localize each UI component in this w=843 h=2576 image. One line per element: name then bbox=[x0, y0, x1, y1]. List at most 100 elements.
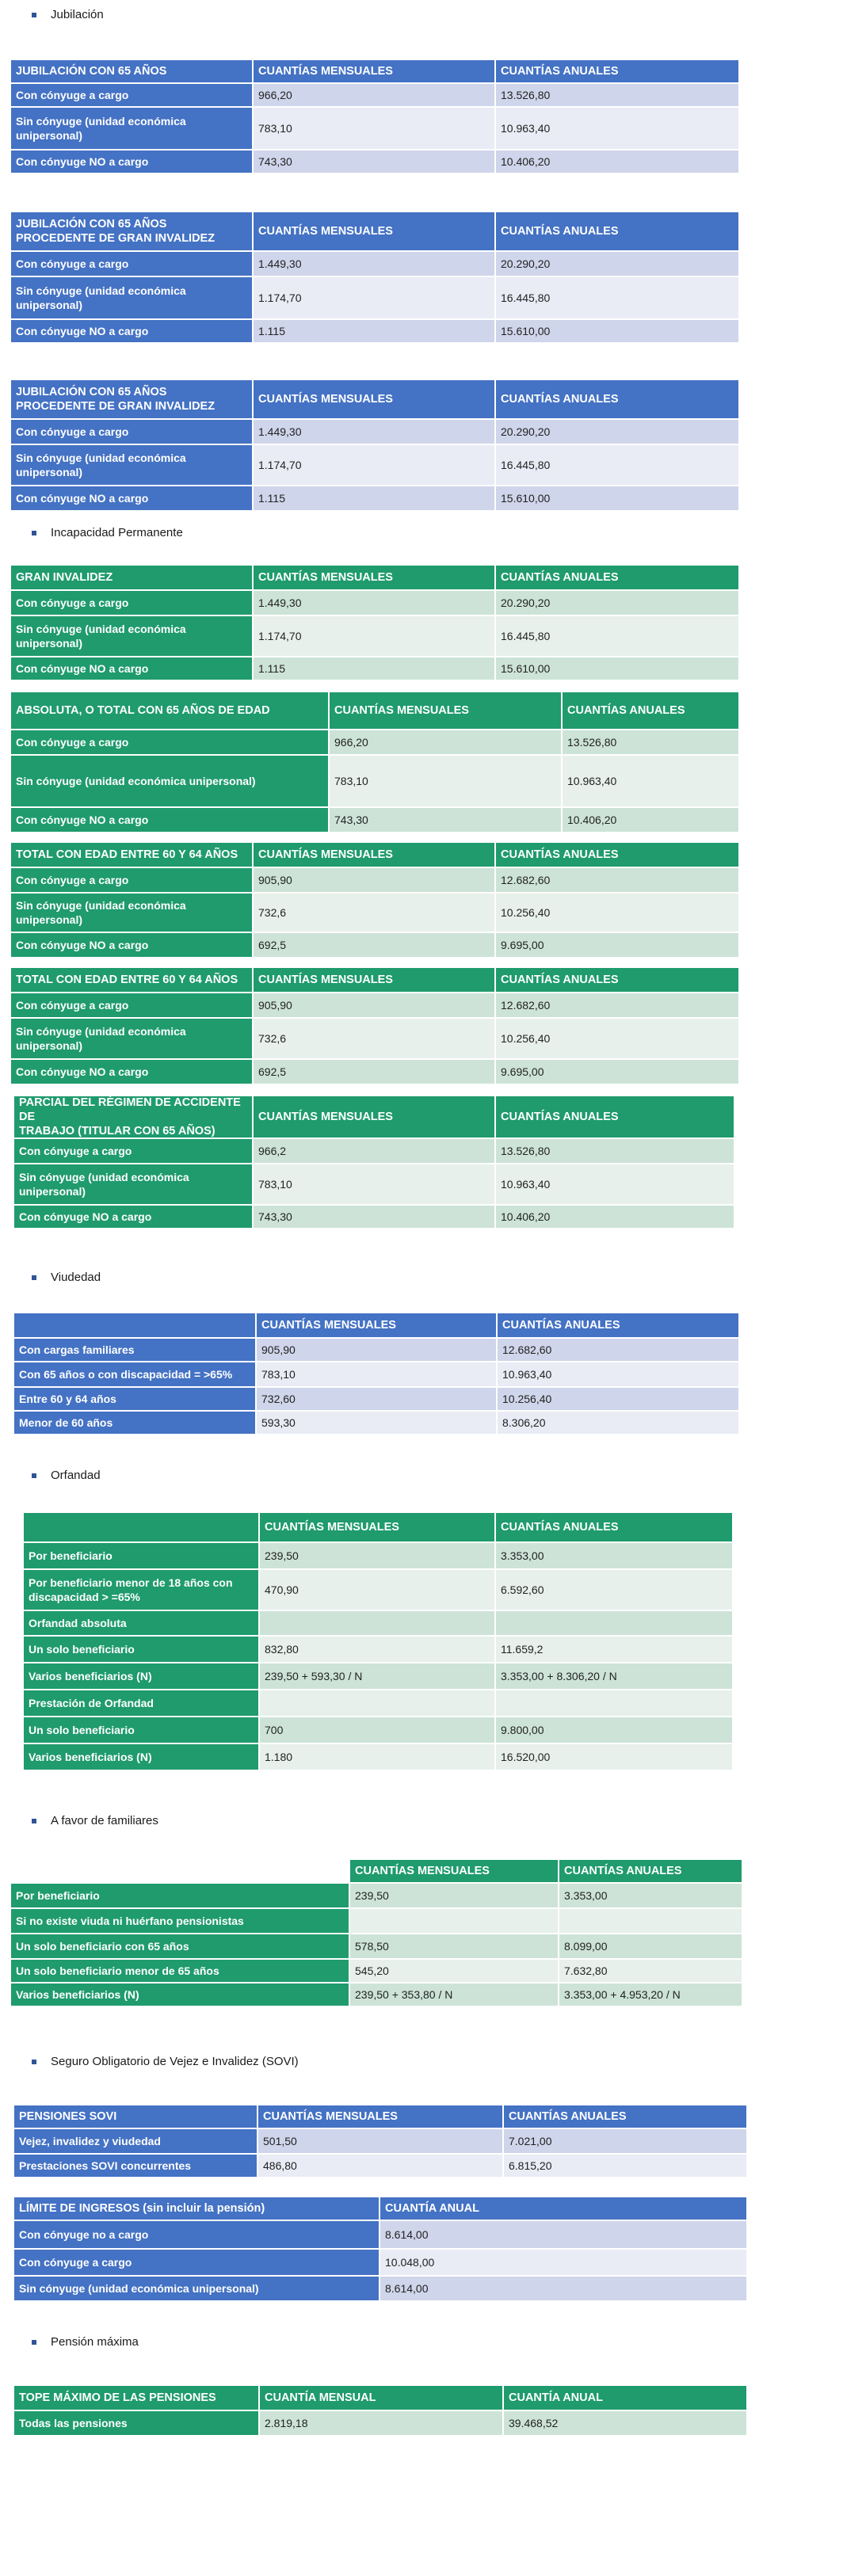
table-cell: Un solo beneficiario bbox=[24, 1717, 260, 1744]
table-cell: 10.963,40 bbox=[496, 1164, 735, 1206]
table-cell: 10.963,40 bbox=[563, 756, 740, 808]
table-cell: 486,80 bbox=[258, 2155, 504, 2178]
table-cell: Sin cónyuge (unidad económica unipersona… bbox=[11, 108, 254, 151]
table-cell: Con cargas familiares bbox=[14, 1339, 257, 1362]
table-cell: 8.614,00 bbox=[380, 2277, 748, 2302]
table-cell: 16.445,80 bbox=[496, 445, 740, 486]
table-cell: 10.256,40 bbox=[498, 1388, 740, 1412]
header-cell: CUANTÍAS MENSUALES bbox=[254, 843, 496, 868]
header-cell: CUANTÍAS MENSUALES bbox=[350, 1860, 559, 1884]
header-cell bbox=[14, 1313, 257, 1339]
table-cell bbox=[496, 1611, 734, 1637]
table-cell: 39.468,52 bbox=[504, 2411, 748, 2437]
table-cell: 7.632,80 bbox=[559, 1960, 743, 1983]
table-cell: 966,2 bbox=[254, 1139, 496, 1164]
table-cell: Orfandad absoluta bbox=[24, 1611, 260, 1637]
table-cell: 1.449,30 bbox=[254, 420, 496, 445]
table-cell: Varios beneficiarios (N) bbox=[24, 1663, 260, 1690]
table-cell: 1.115 bbox=[254, 320, 496, 344]
table-cell: Con cónyuge a cargo bbox=[11, 420, 254, 445]
table-cell: Con cónyuge a cargo bbox=[11, 730, 330, 756]
header-cell: CUANTÍAS MENSUALES bbox=[258, 2105, 504, 2129]
header-cell: CUANTÍAS MENSUALES bbox=[254, 1096, 496, 1139]
table-cell: 3.353,00 + 4.953,20 / N bbox=[559, 1983, 743, 2007]
table-cell: 239,50 + 353,80 / N bbox=[350, 1983, 559, 2007]
table-cell bbox=[260, 1611, 496, 1637]
bullet bbox=[32, 13, 36, 17]
table-cell: Si no existe viuda ni huérfano pensionis… bbox=[11, 1909, 350, 1934]
table-cell: 501,50 bbox=[258, 2129, 504, 2155]
table-cell: 905,90 bbox=[254, 993, 496, 1019]
table-cell: 10.048,00 bbox=[380, 2250, 748, 2277]
header-cell: CUANTÍAS ANUALES bbox=[496, 1096, 735, 1139]
table-cell: Con 65 años o con discapacidad = >65% bbox=[14, 1362, 257, 1388]
table-cell: Vejez, invalidez y viudedad bbox=[14, 2129, 258, 2155]
table-cell: Menor de 60 años bbox=[14, 1412, 257, 1435]
section-heading: Viudedad bbox=[51, 1271, 101, 1284]
bullet bbox=[32, 1473, 36, 1478]
table-cell: 16.445,80 bbox=[496, 277, 740, 320]
table-cell: Sin cónyuge (unidad económica unipersona… bbox=[11, 1019, 254, 1060]
section-heading: Incapacidad Permanente bbox=[51, 526, 183, 539]
table-cell: 7.021,00 bbox=[504, 2129, 748, 2155]
table-cell: Con cónyuge NO a cargo bbox=[11, 808, 330, 833]
table-cell: 13.526,80 bbox=[496, 84, 740, 108]
table-cell: Un solo beneficiario menor de 65 años bbox=[11, 1960, 350, 1983]
table-cell bbox=[260, 1690, 496, 1717]
table-cell: 10.406,20 bbox=[563, 808, 740, 833]
table-cell: 10.963,40 bbox=[498, 1362, 740, 1388]
table-cell: Sin cónyuge (unidad económica unipersona… bbox=[14, 1164, 254, 1206]
table-cell: 692,5 bbox=[254, 1060, 496, 1085]
table-cell: 470,90 bbox=[260, 1570, 496, 1611]
table-cell: 20.290,20 bbox=[496, 420, 740, 445]
table-cell: 1.449,30 bbox=[254, 252, 496, 277]
header-cell: CUANTÍAS MENSUALES bbox=[254, 566, 496, 591]
table-cell: 15.610,00 bbox=[496, 320, 740, 344]
bullet bbox=[32, 531, 36, 535]
table-cell: 1.174,70 bbox=[254, 616, 496, 657]
table-cell bbox=[559, 1909, 743, 1934]
table-cell: 783,10 bbox=[254, 1164, 496, 1206]
table-cell: 783,10 bbox=[254, 108, 496, 151]
table-cell: 16.445,80 bbox=[496, 616, 740, 657]
table-cell: Con cónyuge NO a cargo bbox=[11, 320, 254, 344]
table-cell: 783,10 bbox=[257, 1362, 498, 1388]
table-cell: 15.610,00 bbox=[496, 486, 740, 512]
header-cell: CUANTÍAS ANUALES bbox=[496, 566, 740, 591]
table-cell: 905,90 bbox=[257, 1339, 498, 1362]
table-cell: 732,60 bbox=[257, 1388, 498, 1412]
header-cell: CUANTÍA ANUAL bbox=[504, 2386, 748, 2411]
table-cell: 1.174,70 bbox=[254, 277, 496, 320]
table-cell: 743,30 bbox=[330, 808, 563, 833]
header-cell: CUANTÍAS MENSUALES bbox=[257, 1313, 498, 1339]
table-cell: 10.256,40 bbox=[496, 1019, 740, 1060]
table-cell: Un solo beneficiario bbox=[24, 1637, 260, 1663]
section-heading: Jubilación bbox=[51, 8, 104, 21]
table-cell: 10.256,40 bbox=[496, 894, 740, 933]
table-cell: 15.610,00 bbox=[496, 657, 740, 681]
table-cell: Con cónyuge NO a cargo bbox=[11, 933, 254, 958]
bullet bbox=[32, 2060, 36, 2064]
header-cell: CUANTÍAS ANUALES bbox=[559, 1860, 743, 1884]
table-cell: 700 bbox=[260, 1717, 496, 1744]
table-cell: Con cónyuge NO a cargo bbox=[11, 657, 254, 681]
table-cell: 1.180 bbox=[260, 1744, 496, 1771]
table-cell: 1.115 bbox=[254, 486, 496, 512]
table-cell: Sin cónyuge (unidad económica unipersona… bbox=[11, 616, 254, 657]
header-cell: CUANTÍAS MENSUALES bbox=[254, 380, 496, 420]
table-cell: Con cónyuge a cargo bbox=[11, 993, 254, 1019]
table-cell: Con cónyuge no a cargo bbox=[14, 2221, 380, 2250]
header-cell: LÍMITE DE INGRESOS (sin incluir la pensi… bbox=[14, 2197, 380, 2221]
table-cell: 12.682,60 bbox=[498, 1339, 740, 1362]
header-cell: PENSIONES SOVI bbox=[14, 2105, 258, 2129]
table-cell: 6.815,20 bbox=[504, 2155, 748, 2178]
table-cell: 832,80 bbox=[260, 1637, 496, 1663]
header-cell: CUANTÍAS ANUALES bbox=[504, 2105, 748, 2129]
table-cell: Prestación de Orfandad bbox=[24, 1690, 260, 1717]
table-cell: 11.659,2 bbox=[496, 1637, 734, 1663]
table-cell: 1.174,70 bbox=[254, 445, 496, 486]
table-cell: Por beneficiario bbox=[24, 1543, 260, 1570]
table-cell: 1.115 bbox=[254, 657, 496, 681]
table-cell: 16.520,00 bbox=[496, 1744, 734, 1771]
